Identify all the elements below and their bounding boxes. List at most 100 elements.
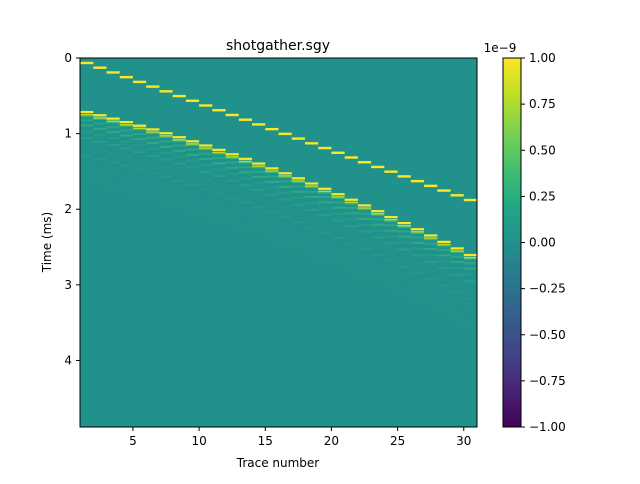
reflection-tail-mark [437, 249, 451, 252]
reflection-sidelobe-mark [199, 147, 213, 149]
direct-arrival-mark [344, 156, 358, 159]
reflection-tail-mark [119, 187, 133, 190]
reflection-tail-mark [185, 166, 200, 169]
reflection-tail-mark [146, 194, 160, 197]
direct-arrival-mark [146, 85, 160, 88]
reflection-tail-mark [371, 218, 385, 221]
direct-arrival-mark [357, 161, 372, 164]
reflection-tail-mark [159, 186, 173, 189]
reflection-tail-mark [106, 143, 120, 146]
reflection-tail-mark [450, 301, 464, 304]
reflection-tail-mark [278, 198, 292, 201]
reflection-tail-mark [225, 156, 239, 159]
reflection-event-mark [265, 167, 279, 170]
reflection-tail-mark [238, 212, 253, 215]
colorbar-exponent: 1e−9 [484, 41, 517, 55]
reflection-tail-mark [93, 117, 107, 120]
reflection-event-mark [199, 144, 213, 147]
reflection-tail-mark [212, 215, 226, 218]
reflection-tail-mark [318, 254, 332, 257]
reflection-tail-mark [106, 171, 120, 174]
reflection-tail-mark [80, 119, 94, 122]
reflection-tail-mark [331, 212, 345, 215]
reflection-tail-mark [132, 168, 147, 171]
reflection-tail-mark [384, 229, 398, 232]
reflection-tail-mark [185, 194, 200, 197]
colorbar-tick-label: 0.75 [529, 97, 556, 111]
x-tick-label: 5 [129, 434, 137, 448]
reflection-sidelobe-mark [159, 135, 173, 137]
reflection-tail-mark [424, 238, 438, 241]
reflection-tail-mark [185, 174, 200, 177]
reflection-tail-mark [410, 236, 425, 239]
reflection-tail-mark [159, 158, 173, 161]
direct-arrival-mark [119, 75, 133, 79]
direct-arrival-mark [437, 189, 451, 192]
reflection-tail-mark [410, 271, 425, 274]
reflection-tail-mark [132, 132, 147, 135]
reflection-tail-mark [278, 216, 292, 219]
colorbar-tick-label: −0.25 [529, 282, 566, 296]
reflection-tail-mark [291, 221, 305, 224]
reflection-sidelobe-mark [132, 127, 147, 129]
reflection-tail-mark [185, 143, 200, 146]
reflection-tail-mark [225, 161, 239, 164]
reflection-sidelobe-mark [357, 207, 372, 209]
reflection-tail-mark [106, 161, 120, 164]
reflection-tail-mark [397, 241, 411, 244]
reflection-tail-mark [80, 114, 94, 117]
reflection-tail-mark [371, 253, 385, 256]
reflection-event-mark [106, 117, 120, 120]
reflection-tail-mark [119, 155, 133, 158]
reflection-tail-mark [304, 248, 319, 251]
direct-arrival-mark [384, 170, 398, 173]
reflection-tail-mark [331, 247, 345, 250]
reflection-tail-mark [424, 248, 438, 250]
reflection-tail-mark [344, 265, 358, 268]
reflection-tail-mark [357, 212, 372, 215]
reflection-tail-mark [410, 262, 425, 265]
direct-arrival-mark [80, 61, 94, 65]
reflection-tail-mark [450, 282, 464, 285]
reflection-tail-mark [291, 203, 305, 206]
reflection-tail-mark [437, 295, 451, 298]
direct-arrival-mark [331, 151, 345, 154]
reflection-tail-mark [410, 247, 425, 250]
x-tick-label: 30 [456, 434, 471, 448]
reflection-event-mark [410, 228, 425, 231]
reflection-tail-mark [106, 137, 120, 140]
reflection-tail-mark [252, 216, 266, 219]
reflection-tail-mark [252, 176, 266, 179]
reflection-tail-mark [331, 206, 345, 209]
reflection-sidelobe-mark [437, 243, 451, 246]
reflection-tail-mark [172, 162, 186, 165]
reflection-event-mark [172, 136, 186, 139]
reflection-tail-mark [304, 236, 319, 239]
reflection-tail-mark [463, 257, 477, 260]
reflection-tail-mark [199, 148, 213, 151]
direct-arrival-mark [252, 123, 266, 126]
reflection-tail-mark [159, 145, 173, 148]
reflection-sidelobe-mark [172, 139, 186, 141]
reflection-tail-mark [278, 180, 292, 183]
heatmap-marks [80, 61, 477, 323]
reflection-tail-mark [225, 187, 239, 190]
reflection-tail-mark [437, 284, 451, 287]
y-tick-label: 4 [64, 353, 72, 367]
reflection-event-mark [159, 132, 173, 135]
reflection-tail-mark [318, 191, 332, 194]
reflection-tail-mark [172, 190, 186, 193]
reflection-tail-mark [146, 154, 160, 157]
reflection-tail-mark [93, 122, 107, 125]
reflection-tail-mark [318, 231, 332, 234]
reflection-tail-mark [225, 197, 239, 200]
reflection-event-mark [80, 110, 94, 114]
direct-arrival-mark [199, 104, 213, 107]
x-tick-label: 20 [324, 434, 339, 448]
reflection-event-mark [278, 172, 292, 175]
reflection-tail-mark [278, 238, 292, 241]
reflection-tail-mark [397, 288, 411, 291]
reflection-tail-mark [146, 172, 160, 175]
reflection-tail-mark [344, 253, 358, 256]
direct-arrival-mark [291, 137, 305, 140]
